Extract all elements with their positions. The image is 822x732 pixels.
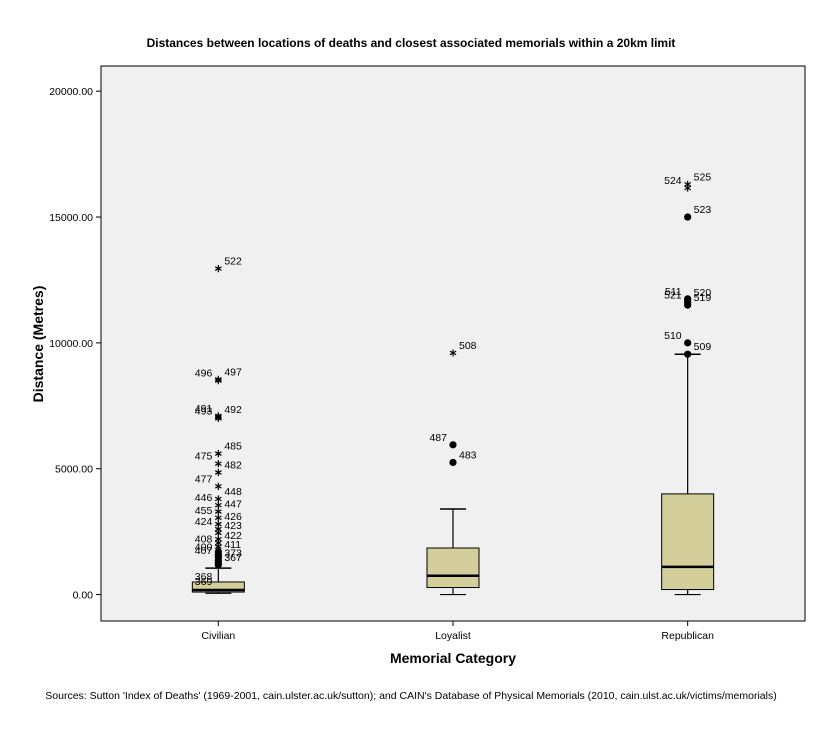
republican-outlier-label: 510 xyxy=(664,330,682,342)
y-tick-label: 5000.00 xyxy=(55,464,93,476)
republican-extreme-point xyxy=(684,180,692,188)
republican-outlier-point xyxy=(684,295,692,303)
civilian-box xyxy=(191,581,245,593)
civilian-outlier-label: 422 xyxy=(224,530,242,542)
civilian-outlier-label: 446 xyxy=(195,492,213,504)
chart-title: Distances between locations of deaths an… xyxy=(146,36,676,50)
x-axis-title: Memorial Category xyxy=(389,650,517,666)
republican-outlier-label: 511 xyxy=(665,286,682,298)
civilian-outlier-label: 426 xyxy=(224,511,242,523)
civilian-outlier-label: 493 xyxy=(195,405,213,417)
loyalist-outlier-label: 508 xyxy=(459,340,477,352)
republican-outlier-label: 521 xyxy=(664,290,682,302)
civilian-outlier-label: 496 xyxy=(195,368,213,380)
republican-outlier-point xyxy=(684,213,692,221)
x-tick-label: Loyalist xyxy=(435,630,471,642)
republican-outlier-label: 519 xyxy=(694,292,712,304)
civilian-outlier-label: 424 xyxy=(195,516,213,528)
civilian-extreme-point xyxy=(214,514,222,522)
civilian-outlier-label: 482 xyxy=(224,459,242,471)
civilian-outlier-label: 407 xyxy=(195,545,213,557)
civilian-outlier-label: 497 xyxy=(224,366,242,378)
civilian-outlier-label: 408 xyxy=(195,534,213,546)
civilian-extreme-point xyxy=(214,535,222,543)
civilian-extreme-point xyxy=(214,482,222,490)
civilian-extreme-point xyxy=(214,501,222,509)
republican-outlier-label: 525 xyxy=(694,171,712,183)
civilian-outlier-label: 492 xyxy=(224,404,242,416)
civilian-outlier-label: 522 xyxy=(224,256,242,268)
civilian-outlier-label: 373 xyxy=(224,548,242,560)
civilian-extreme-point xyxy=(214,507,222,516)
republican-outlier-label: 520 xyxy=(694,287,712,299)
loyalist-outlier-label: 483 xyxy=(459,449,477,461)
x-tick-label: Civilian xyxy=(201,630,235,642)
civilian-outlier-label: 423 xyxy=(224,520,242,532)
republican-outlier-point xyxy=(684,339,692,347)
loyalist-outlier-point xyxy=(449,441,457,449)
x-tick-label: Republican xyxy=(661,630,714,642)
civilian-outlier-label: 369 xyxy=(195,576,213,588)
civilian-outlier-label: 400 xyxy=(195,541,213,553)
civilian-outlier-label: 475 xyxy=(195,451,213,463)
y-tick-label: 0.00 xyxy=(73,590,94,602)
civilian-extreme-point xyxy=(214,450,222,458)
civilian-extreme-point xyxy=(214,265,222,273)
civilian-outlier-label: 448 xyxy=(224,486,242,498)
y-tick-label: 20000.00 xyxy=(49,86,93,98)
civilian-outlier-label: 411 xyxy=(224,539,241,551)
civilian-outlier-label: 368 xyxy=(195,571,213,583)
republican-box xyxy=(661,493,715,591)
republican-outlier-point xyxy=(684,350,692,358)
republican-outlier-label: 523 xyxy=(694,204,712,216)
civilian-extreme-point xyxy=(214,495,222,503)
civilian-extreme-point xyxy=(214,468,222,477)
loyalist-extreme-point xyxy=(449,349,457,357)
civilian-outlier-label: 477 xyxy=(195,473,213,485)
loyalist-outlier-point xyxy=(449,458,457,467)
civilian-extreme-point xyxy=(214,377,222,385)
republican-outlier-label: 524 xyxy=(664,175,682,187)
source-note: Sources: Sutton 'Index of Deaths' (1969-… xyxy=(45,690,777,702)
y-tick-label: 15000.00 xyxy=(49,212,93,224)
civilian-outlier-label: 491 xyxy=(195,403,213,415)
civilian-outlier-label: 447 xyxy=(224,499,242,511)
civilian-outlier-label: 367 xyxy=(224,552,242,564)
republican-outlier-label: 509 xyxy=(694,341,712,353)
y-tick-label: 10000.00 xyxy=(49,338,93,350)
civilian-extreme-point xyxy=(214,520,222,528)
civilian-outlier-point xyxy=(214,548,222,556)
civilian-extreme-point xyxy=(214,460,222,468)
loyalist-box xyxy=(426,547,480,589)
civilian-outlier-label: 485 xyxy=(224,441,242,453)
loyalist-outlier-label: 487 xyxy=(429,432,447,444)
civilian-outlier-label: 455 xyxy=(195,505,213,517)
civilian-extreme-point xyxy=(214,412,222,420)
